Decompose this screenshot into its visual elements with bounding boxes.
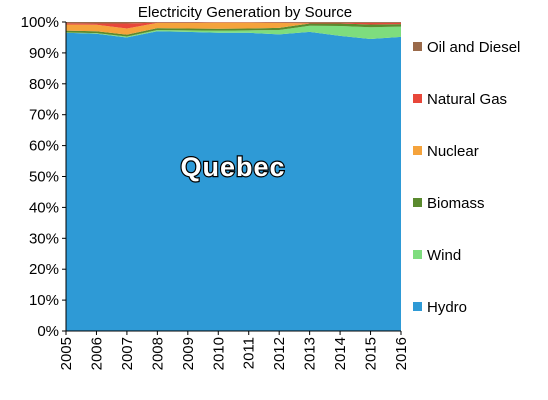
chart-title: Electricity Generation by Source xyxy=(138,4,352,21)
area-nuclear xyxy=(66,22,401,35)
area-hydro xyxy=(66,31,401,332)
y-tick-label: 70% xyxy=(29,107,59,124)
legend-swatch-oil-and-diesel xyxy=(413,42,422,51)
x-tick-label: 2009 xyxy=(180,337,197,370)
stacked-areas xyxy=(66,22,401,332)
x-tick-label: 2012 xyxy=(271,337,288,370)
legend-swatch-biomass xyxy=(413,198,422,207)
legend-label-nuclear: Nuclear xyxy=(427,143,479,160)
legend-label-hydro: Hydro xyxy=(427,299,467,316)
y-tick-label: 40% xyxy=(29,199,59,216)
y-tick-label: 50% xyxy=(29,169,59,186)
x-tick-label: 2010 xyxy=(210,337,227,370)
x-tick-label: 2013 xyxy=(302,337,319,370)
x-tick-label: 2016 xyxy=(393,337,410,370)
legend-label-oil-and-diesel: Oil and Diesel xyxy=(427,39,520,56)
y-axis-ticks: 0% 10% 20% 30% 40% 50% 60% 70% 80% 90% 100% xyxy=(21,14,66,340)
x-tick-label: 2014 xyxy=(332,337,349,370)
y-tick-label: 0% xyxy=(37,323,59,340)
x-axis-ticks: 2005 2006 2007 2008 2009 2010 2011 2012 2013 2014… xyxy=(58,331,410,370)
y-tick-label: 90% xyxy=(29,45,59,62)
y-tick-label: 10% xyxy=(29,292,59,309)
area-oil-and-diesel xyxy=(66,22,401,24)
y-tick-label: 100% xyxy=(21,14,59,31)
y-tick-label: 20% xyxy=(29,261,59,278)
legend-swatch-nuclear xyxy=(413,146,422,155)
area-biomass xyxy=(66,23,401,37)
legend-label-wind: Wind xyxy=(427,247,461,264)
y-tick-label: 30% xyxy=(29,230,59,247)
x-tick-label: 2008 xyxy=(149,337,166,370)
x-tick-label: 2011 xyxy=(241,337,258,369)
legend-swatch-wind xyxy=(413,250,422,259)
y-tick-label: 60% xyxy=(29,138,59,155)
x-tick-label: 2006 xyxy=(88,337,105,370)
x-tick-label: 2015 xyxy=(363,337,380,370)
legend-label-natural-gas: Natural Gas xyxy=(427,91,507,108)
x-tick-label: 2005 xyxy=(58,337,75,370)
legend: Oil and Diesel Natural Gas Nuclear Biomass W… xyxy=(413,39,520,316)
area-wind xyxy=(66,25,401,39)
legend-swatch-natural-gas xyxy=(413,94,422,103)
legend-label-biomass: Biomass xyxy=(427,195,485,212)
x-tick-label: 2007 xyxy=(119,337,136,370)
y-tick-label: 80% xyxy=(29,76,59,93)
legend-swatch-hydro xyxy=(413,302,422,311)
area-natural-gas xyxy=(66,22,401,29)
region-label: Quebec xyxy=(180,152,285,182)
